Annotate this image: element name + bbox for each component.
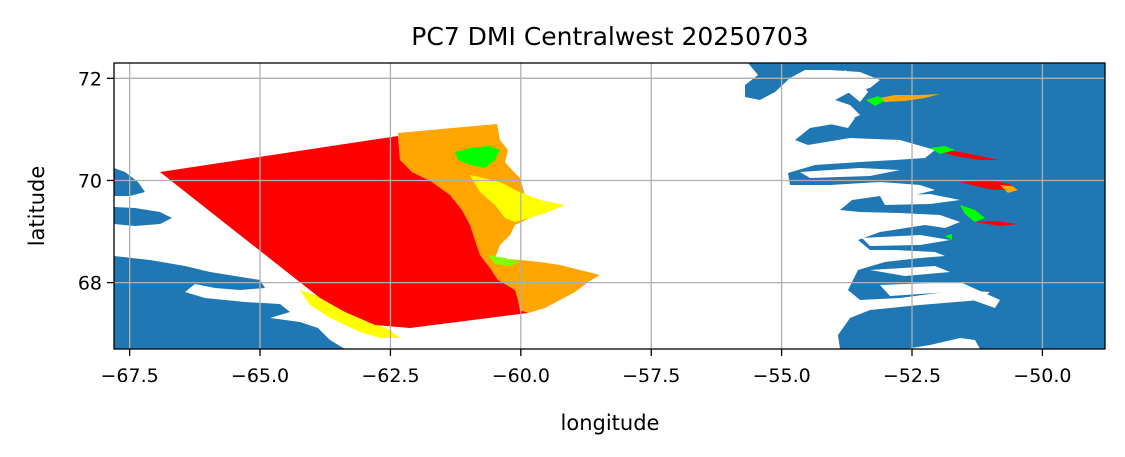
x-tick-label: −67.5 (101, 365, 159, 387)
ice-patch-red-2 (960, 180, 1015, 190)
ice-patch-green-2 (960, 205, 985, 222)
ice-area-red (160, 136, 528, 328)
x-axis-label: longitude (561, 411, 660, 435)
y-tick-label: 68 (78, 273, 102, 295)
x-tick-label: −62.5 (361, 365, 419, 387)
ice-patch-orange-north (870, 94, 940, 102)
baffin-landmass (114, 168, 345, 349)
grid-lines (114, 63, 1105, 349)
ice-area-green (455, 146, 500, 168)
x-tick-label: −65.0 (231, 365, 289, 387)
x-tick-label: −60.0 (492, 365, 550, 387)
plot-frame (113, 62, 1106, 350)
y-tick-label: 72 (78, 68, 102, 90)
ice-patch-orange-2 (1000, 185, 1018, 193)
ice-patch-green-1 (930, 146, 955, 154)
ice-patch-red-1 (935, 150, 1000, 160)
chart-title: PC7 DMI Centralwest 20250703 (411, 22, 808, 51)
ice-patch-red-3 (975, 221, 1018, 226)
y-axis-label: latitude (25, 166, 49, 247)
y-axis: 68 70 72 (78, 68, 114, 295)
ice-area-orange (398, 124, 600, 313)
fjords (800, 70, 1000, 308)
greenland-landmass (745, 63, 1105, 349)
x-tick-label: −57.5 (622, 365, 680, 387)
sea-ice-chart (160, 94, 1018, 338)
x-tick-label: −55.0 (753, 365, 811, 387)
ice-patch-green-3 (945, 234, 952, 240)
x-tick-label: −52.5 (883, 365, 941, 387)
ice-area-green-2 (488, 255, 520, 266)
ice-patch-green-north (866, 96, 885, 106)
y-tick-label: 70 (78, 170, 102, 192)
plot-area (114, 63, 1105, 349)
x-axis: −67.5 −65.0 −62.5 −60.0 −57.5 −55.0 −52.5 −50.0 (101, 349, 1072, 387)
ice-area-yellow-2 (470, 175, 565, 222)
x-tick-label: −50.0 (1013, 365, 1071, 387)
